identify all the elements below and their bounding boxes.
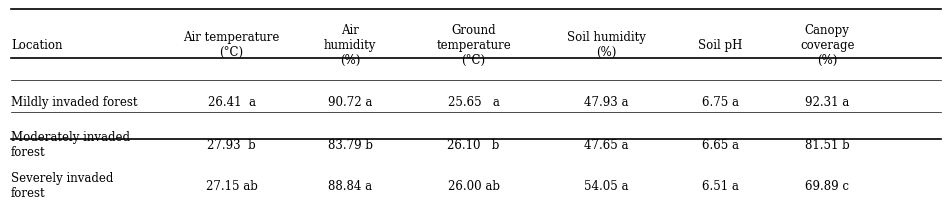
Text: 26.41  a: 26.41 a xyxy=(208,96,255,109)
Text: Air temperature
(°C): Air temperature (°C) xyxy=(184,31,280,59)
Text: 6.65 a: 6.65 a xyxy=(702,139,739,152)
Text: Canopy
coverage
(%): Canopy coverage (%) xyxy=(800,24,855,67)
Text: 27.15 ab: 27.15 ab xyxy=(206,180,257,193)
Text: 27.93  b: 27.93 b xyxy=(208,139,256,152)
Text: 47.93 a: 47.93 a xyxy=(585,96,628,109)
Text: 25.65   a: 25.65 a xyxy=(447,96,500,109)
Text: Soil pH: Soil pH xyxy=(698,39,743,52)
Text: Moderately invaded
forest: Moderately invaded forest xyxy=(10,131,129,159)
Text: Air
humidity
(%): Air humidity (%) xyxy=(324,24,376,67)
Text: 88.84 a: 88.84 a xyxy=(328,180,372,193)
Text: 81.51 b: 81.51 b xyxy=(804,139,849,152)
Text: 47.65 a: 47.65 a xyxy=(585,139,628,152)
Text: 92.31 a: 92.31 a xyxy=(805,96,849,109)
Text: 26.00 ab: 26.00 ab xyxy=(447,180,500,193)
Text: Severely invaded
forest: Severely invaded forest xyxy=(10,172,113,200)
Text: Location: Location xyxy=(10,39,63,52)
Text: 6.75 a: 6.75 a xyxy=(702,96,739,109)
Text: 6.51 a: 6.51 a xyxy=(702,180,739,193)
Text: 69.89 c: 69.89 c xyxy=(805,180,849,193)
Text: 90.72 a: 90.72 a xyxy=(328,96,372,109)
Text: Mildly invaded forest: Mildly invaded forest xyxy=(10,96,137,109)
Text: 83.79 b: 83.79 b xyxy=(327,139,373,152)
Text: Ground
temperature
(°C): Ground temperature (°C) xyxy=(436,24,511,67)
Text: 26.10   b: 26.10 b xyxy=(447,139,500,152)
Text: Soil humidity
(%): Soil humidity (%) xyxy=(567,31,646,59)
Text: 54.05 a: 54.05 a xyxy=(585,180,628,193)
